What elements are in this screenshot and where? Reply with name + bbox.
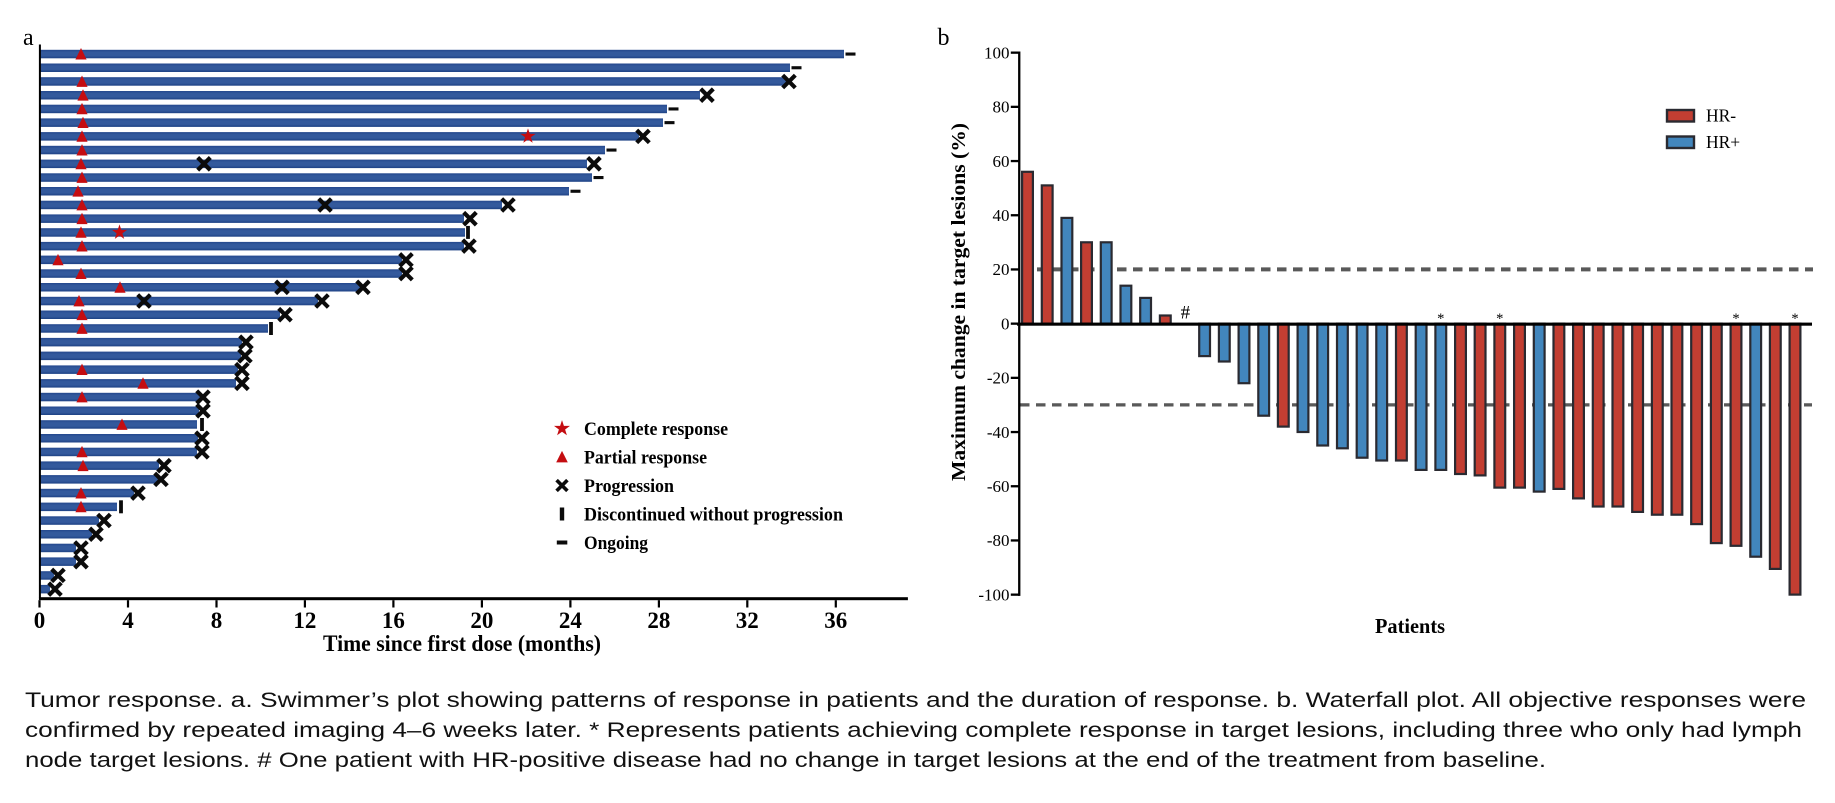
svg-text:100: 100 [984,43,1010,62]
svg-text:36: 36 [824,608,847,633]
svg-text:4: 4 [122,608,134,633]
svg-text:8: 8 [211,608,223,633]
svg-text:-20: -20 [987,369,1010,388]
svg-text:Maximum change in target lesio: Maximum change in target lesions (%) [948,123,970,481]
svg-text:Patients: Patients [1375,614,1445,638]
svg-text:20: 20 [993,260,1010,279]
svg-text:Discontinued without progressi: Discontinued without progression [584,505,843,526]
svg-text:-100: -100 [978,585,1009,604]
svg-text:a: a [23,25,34,51]
svg-text:0: 0 [34,608,46,633]
svg-text:28: 28 [647,608,670,633]
svg-text:16: 16 [382,608,405,633]
svg-text:32: 32 [736,608,759,633]
svg-text:*: * [1437,311,1444,327]
svg-text:node target lesions. # One pat: node target lesions. # One patient with … [25,748,1546,772]
svg-text:-80: -80 [987,531,1010,550]
svg-text:12: 12 [293,608,316,633]
svg-text:60: 60 [993,152,1010,171]
svg-text:*: * [1496,311,1503,327]
svg-text:Partial response: Partial response [584,448,707,469]
svg-text:*: * [1732,311,1739,327]
svg-text:-40: -40 [987,423,1010,442]
svg-text:80: 80 [993,98,1010,117]
svg-text:Time since first dose (months): Time since first dose (months) [323,631,601,657]
svg-text:Ongoing: Ongoing [584,533,648,554]
svg-text:HR-: HR- [1706,106,1736,126]
svg-text:b: b [938,25,950,51]
svg-text:0: 0 [1001,314,1010,333]
svg-text:24: 24 [559,608,583,633]
svg-text:40: 40 [993,206,1010,225]
svg-text:Complete response: Complete response [584,419,728,440]
svg-text:*: * [1791,311,1798,327]
svg-text:20: 20 [470,608,493,633]
svg-text:-60: -60 [987,477,1010,496]
svg-text:Progression: Progression [584,476,674,497]
svg-text:HR+: HR+ [1706,132,1740,152]
svg-text:#: # [1181,303,1191,324]
svg-text:confirmed by repeated imaging: confirmed by repeated imaging 4–6 weeks … [25,718,1802,742]
svg-text:Tumor response. a. Swimmer’s p: Tumor response. a. Swimmer’s plot showin… [25,688,1806,712]
